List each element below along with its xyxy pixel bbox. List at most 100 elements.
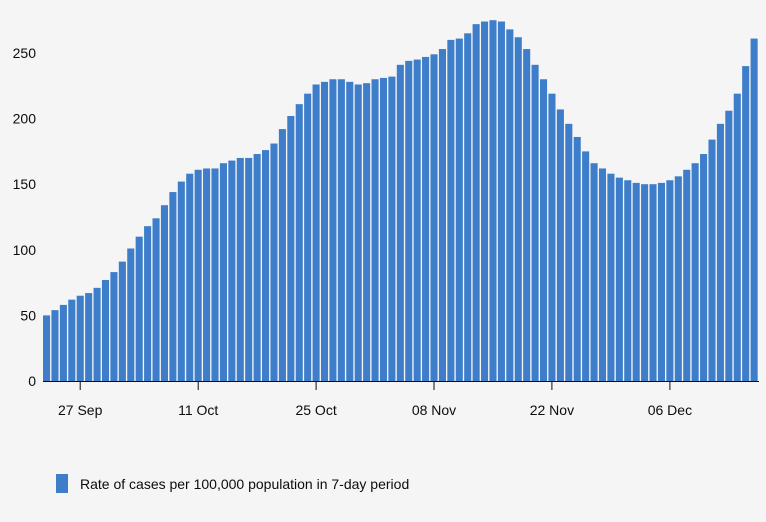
bar <box>219 163 227 381</box>
bar <box>135 236 143 381</box>
bar <box>304 93 312 382</box>
bar <box>548 93 556 382</box>
bar <box>539 79 548 382</box>
bar <box>430 54 438 382</box>
y-tick-label: 0 <box>28 373 36 389</box>
bar <box>68 299 76 381</box>
bar <box>464 33 472 381</box>
x-axis: 27 Sep 11 Oct 25 Oct 08 Nov 22 Nov 06 Dec <box>58 381 692 418</box>
bar <box>320 81 329 382</box>
bar <box>329 79 337 382</box>
bar <box>582 151 590 381</box>
bar <box>253 154 261 381</box>
bar <box>506 29 514 381</box>
bar <box>573 136 581 381</box>
bar <box>363 83 371 382</box>
bar <box>93 287 101 381</box>
bar <box>278 129 286 381</box>
legend-label: Rate of cases per 100,000 population in … <box>80 475 410 492</box>
bar <box>725 110 733 381</box>
bar <box>152 218 160 381</box>
bar <box>295 104 303 382</box>
y-tick-label: 150 <box>13 176 37 192</box>
bar <box>598 168 607 381</box>
x-tick-label: 08 Nov <box>412 402 456 418</box>
bar <box>700 154 708 381</box>
bar <box>118 261 126 381</box>
bar <box>641 184 649 381</box>
bar <box>691 163 699 381</box>
bar <box>379 77 388 382</box>
legend-swatch <box>56 474 68 493</box>
y-axis: 0 50 100 150 200 250 <box>13 45 37 389</box>
bar <box>716 123 724 381</box>
bar <box>565 123 573 381</box>
bar <box>708 139 716 381</box>
bar <box>177 181 185 381</box>
bar <box>590 163 598 381</box>
y-tick-label: 250 <box>13 45 37 61</box>
bar <box>733 93 741 382</box>
bar <box>649 184 657 381</box>
bar <box>489 20 497 381</box>
bar <box>43 315 51 381</box>
legend: Rate of cases per 100,000 population in … <box>56 474 409 493</box>
bar <box>556 109 564 382</box>
bar <box>287 115 295 381</box>
bar <box>742 66 750 382</box>
bar <box>270 143 278 381</box>
bar <box>497 21 505 381</box>
bar <box>666 180 674 381</box>
bar <box>337 79 345 382</box>
bar <box>674 176 682 381</box>
bar <box>396 64 404 381</box>
x-tick-label: 25 Oct <box>295 402 336 418</box>
x-tick-label: 27 Sep <box>58 402 103 418</box>
bar <box>51 310 59 381</box>
bar <box>160 205 169 381</box>
bar <box>632 182 640 381</box>
bar <box>312 84 320 382</box>
bar <box>144 226 152 381</box>
bar <box>523 49 531 382</box>
bar <box>371 79 379 382</box>
bar <box>354 84 362 382</box>
bar <box>211 168 219 381</box>
x-tick-label: 06 Dec <box>648 402 692 418</box>
bar <box>447 39 455 381</box>
bar <box>262 150 270 381</box>
bar <box>236 157 244 381</box>
bar <box>607 173 615 381</box>
bar <box>169 192 177 381</box>
bar <box>413 59 421 382</box>
bar <box>615 177 623 381</box>
x-tick-label: 11 Oct <box>178 402 218 418</box>
bar <box>76 295 84 381</box>
bar <box>422 56 430 381</box>
bar <box>683 169 691 381</box>
bar <box>85 293 93 381</box>
bar <box>514 37 522 381</box>
bar <box>388 76 396 382</box>
bar <box>127 248 135 381</box>
x-tick-label: 22 Nov <box>530 402 574 418</box>
bars <box>43 20 758 382</box>
y-tick-label: 50 <box>20 307 36 323</box>
bar <box>405 60 413 382</box>
bar <box>194 169 202 381</box>
bar <box>203 168 211 381</box>
bar <box>186 173 194 381</box>
y-tick-label: 200 <box>13 111 37 127</box>
bar <box>624 180 632 381</box>
bar <box>101 279 110 381</box>
bar <box>750 38 758 381</box>
bar <box>245 157 253 381</box>
bar <box>438 49 446 382</box>
bar <box>531 64 539 381</box>
bar-chart: 0 50 100 150 200 250 27 Sep 11 Oct 25 Oct 08 Nov… <box>13 20 759 418</box>
bar <box>472 24 480 381</box>
bar <box>481 21 489 381</box>
bar <box>228 160 236 381</box>
bar <box>657 182 665 381</box>
bar <box>110 272 118 381</box>
